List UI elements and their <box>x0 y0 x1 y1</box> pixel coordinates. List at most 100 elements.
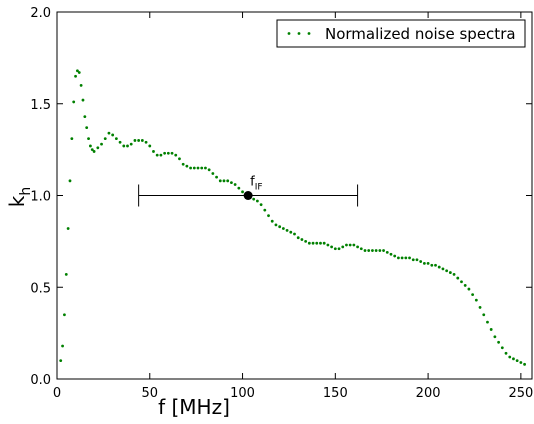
data-point <box>174 153 178 157</box>
data-point <box>289 230 293 234</box>
data-point <box>159 153 163 157</box>
y-axis-label-sub: h <box>18 187 34 196</box>
annotation-sub: IF <box>255 183 263 193</box>
data-point <box>333 247 337 251</box>
data-point <box>140 139 144 142</box>
data-point <box>178 157 181 161</box>
data-point <box>508 355 512 359</box>
legend-marker <box>297 32 301 35</box>
data-point <box>404 256 408 260</box>
data-point <box>218 179 222 183</box>
data-point <box>263 208 267 212</box>
data-point <box>434 263 437 267</box>
data-point <box>207 168 211 172</box>
data-point <box>382 249 385 252</box>
data-point <box>300 238 304 241</box>
data-point <box>90 148 94 152</box>
error-point <box>243 191 253 200</box>
data-point <box>185 164 189 168</box>
x-tick-label: 200 <box>416 386 441 401</box>
y-tick-label: 1.0 <box>30 190 51 205</box>
annotation-main: f <box>250 175 255 190</box>
data-point <box>448 271 452 274</box>
data-point <box>126 144 129 148</box>
data-point <box>467 287 471 291</box>
data-point <box>415 258 419 262</box>
y-tick-label: 1.5 <box>30 98 51 113</box>
data-point <box>293 232 296 236</box>
data-point <box>486 320 489 324</box>
annotation: fIF <box>250 175 262 193</box>
data-point <box>519 361 523 364</box>
data-point <box>478 306 482 309</box>
data-point <box>393 254 397 258</box>
data-point <box>482 313 486 317</box>
data-point <box>274 223 278 227</box>
data-point <box>61 344 64 348</box>
data-point <box>88 144 92 148</box>
data-point <box>326 243 330 247</box>
data-point <box>460 280 463 284</box>
data-point <box>129 142 133 146</box>
data-point <box>252 197 256 201</box>
y-tick-label: 2.0 <box>30 6 51 21</box>
data-point <box>233 183 237 186</box>
data-point <box>374 249 378 252</box>
data-point <box>96 146 100 150</box>
data-point <box>133 139 137 142</box>
x-tick-label: 150 <box>323 386 348 401</box>
data-point <box>281 227 285 230</box>
data-point <box>397 256 400 260</box>
data-point <box>430 263 434 267</box>
data-point <box>489 328 493 331</box>
data-point <box>122 144 126 148</box>
data-point <box>500 346 504 350</box>
data-point <box>166 151 170 155</box>
data-point <box>111 133 115 137</box>
data-point <box>70 137 74 141</box>
legend-marker <box>307 32 311 35</box>
data-point <box>87 137 90 141</box>
data-point <box>400 256 404 260</box>
data-point <box>204 166 207 170</box>
y-axis-label: kh <box>5 187 34 207</box>
data-point <box>437 265 441 269</box>
data-point <box>285 228 289 232</box>
data-point <box>64 273 68 276</box>
x-tick-label: 250 <box>508 386 533 401</box>
data-point <box>452 273 456 276</box>
data-point <box>512 357 515 361</box>
data-point <box>107 131 111 135</box>
data-point <box>441 267 445 271</box>
legend-box <box>276 19 526 48</box>
data-point <box>148 144 152 148</box>
data-point <box>196 166 200 170</box>
data-point <box>296 236 300 240</box>
data-point <box>152 150 155 153</box>
y-axis-label-main: k <box>5 195 29 207</box>
data-point <box>230 181 233 185</box>
x-tick-label: 100 <box>230 386 255 401</box>
data-point <box>337 247 341 251</box>
data-point <box>114 137 118 141</box>
data-point <box>79 84 83 87</box>
data-point <box>72 100 76 104</box>
data-point <box>419 260 423 263</box>
data-point <box>367 249 371 252</box>
data-point <box>81 98 85 102</box>
data-point <box>278 225 282 229</box>
data-point <box>76 69 79 73</box>
data-point <box>192 166 196 170</box>
data-point <box>68 179 72 183</box>
data-point <box>270 219 274 223</box>
plot-frame <box>56 11 533 380</box>
data-point <box>363 249 367 252</box>
data-point <box>181 162 185 166</box>
data-point <box>259 203 263 207</box>
data-point <box>163 151 167 155</box>
data-point <box>474 298 478 302</box>
legend-label: Normalized noise spectra <box>325 25 516 43</box>
data-point <box>515 359 519 363</box>
